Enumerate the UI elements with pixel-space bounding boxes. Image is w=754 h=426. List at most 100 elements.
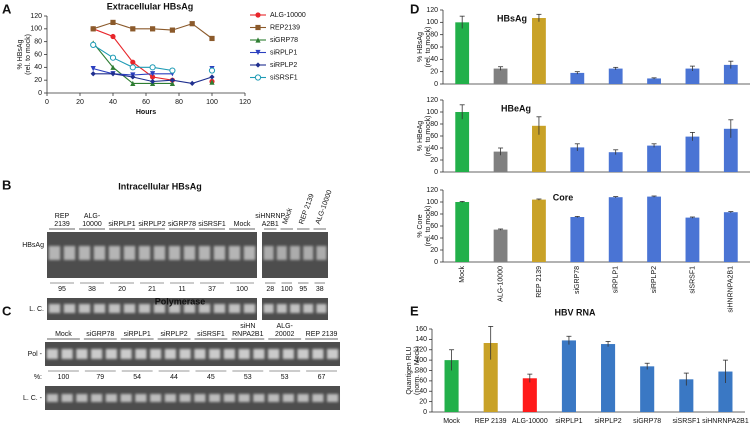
y-tick-label: 20	[430, 157, 438, 164]
chart-title: Extracellular HBsAg	[107, 1, 194, 11]
y-tick-label: 0	[434, 81, 438, 88]
chart-title: HBeAg	[501, 103, 531, 113]
bar	[679, 379, 694, 412]
gel-band	[303, 304, 314, 313]
lane-label: RNPA2B1	[232, 331, 263, 338]
gel-band	[276, 246, 287, 260]
y-tick-label: 0	[434, 169, 438, 176]
gel-band	[223, 394, 235, 402]
x-tick-label: 20	[76, 99, 84, 106]
y-tick-label: 60	[34, 51, 42, 58]
bar	[601, 344, 616, 412]
y-tick-label: 0	[38, 90, 42, 97]
marker	[169, 67, 176, 74]
bar	[723, 128, 738, 172]
row-label: Pol -	[28, 351, 43, 358]
gel-band	[194, 349, 206, 359]
gel-band	[282, 394, 294, 402]
y-tick-label: 160	[415, 326, 427, 333]
gel-band	[76, 349, 88, 359]
bar	[608, 197, 623, 262]
x-tick-label: siGRP78	[633, 418, 661, 425]
bar	[685, 136, 700, 172]
y-tick-label: 40	[430, 145, 438, 152]
gel-band	[238, 394, 250, 402]
gel-band	[76, 394, 88, 402]
gel-band	[316, 246, 327, 260]
lane-label: siHNRNP	[255, 213, 285, 220]
bar	[685, 217, 700, 262]
gel-band	[168, 246, 181, 260]
marker	[90, 26, 96, 32]
gel-band	[243, 304, 256, 313]
gel-band	[150, 349, 162, 359]
gel-band	[297, 349, 309, 359]
bar	[608, 152, 623, 172]
gel-band	[153, 246, 166, 260]
row-label: L. C. -	[23, 395, 43, 402]
x-tick-label: Mock	[459, 266, 466, 283]
bar	[647, 78, 661, 84]
bar	[718, 371, 733, 412]
gel-band	[105, 349, 117, 359]
bar	[455, 202, 470, 262]
marker	[150, 74, 156, 80]
y-tick-label: 40	[419, 388, 427, 395]
panel-letter: B	[2, 177, 11, 192]
bar	[723, 212, 738, 262]
quant-value: 53	[244, 374, 252, 381]
gel-image	[45, 386, 340, 410]
y-tick-label: 100	[426, 199, 438, 206]
marker	[169, 27, 175, 33]
chart-title: HBsAg	[497, 13, 527, 23]
gel-band	[297, 394, 309, 402]
bar	[493, 229, 508, 262]
panel-letter: A	[2, 1, 12, 16]
bar	[561, 340, 576, 412]
gel-band	[198, 246, 211, 260]
blot-title: Polymerase	[155, 296, 206, 306]
gel-band	[123, 304, 136, 313]
x-tick-label: siSRSF1	[673, 418, 701, 425]
y-tick-label: 80	[430, 211, 438, 218]
marker	[130, 74, 136, 80]
lane-label: siRPLP1	[124, 331, 151, 338]
gel-band	[228, 304, 241, 313]
gel-band	[179, 394, 191, 402]
gel-image	[47, 232, 257, 278]
gel-band	[228, 246, 241, 260]
gel-band	[135, 349, 147, 359]
gel-band	[312, 394, 324, 402]
quant-value: 54	[133, 374, 141, 381]
marker	[209, 35, 215, 42]
lane-label: ALG-	[277, 323, 294, 330]
gel-band	[168, 304, 181, 313]
bar	[570, 217, 585, 262]
y-tick-label: 0	[434, 259, 438, 266]
quant-value: 37	[208, 286, 216, 293]
marker	[209, 79, 215, 85]
gel-band	[46, 349, 58, 359]
y-tick-label: 100	[426, 19, 438, 26]
y-tick-label: 120	[415, 347, 427, 354]
y-tick-label: 100	[426, 109, 438, 116]
legend-label: siRPLP1	[270, 49, 297, 56]
lane-label: Mock	[282, 207, 294, 226]
x-tick-label: siHNRNPA2B1	[728, 266, 735, 313]
x-tick-label: REP 2139	[475, 418, 507, 425]
gel-band	[183, 304, 196, 313]
gel-band	[223, 349, 235, 359]
marker	[150, 26, 156, 32]
marker	[169, 77, 175, 83]
y-tick-label: 20	[34, 77, 42, 84]
gel-band	[194, 394, 206, 402]
x-tick-label: siRPLP1	[613, 266, 620, 293]
lane-label: REP 2139	[298, 193, 315, 225]
bar	[455, 112, 470, 172]
y-tick-label: 80	[430, 32, 438, 39]
y-tick-label: 80	[419, 367, 427, 374]
gel-band	[183, 246, 196, 260]
quant-value: 100	[281, 286, 293, 293]
gel-band	[253, 394, 265, 402]
